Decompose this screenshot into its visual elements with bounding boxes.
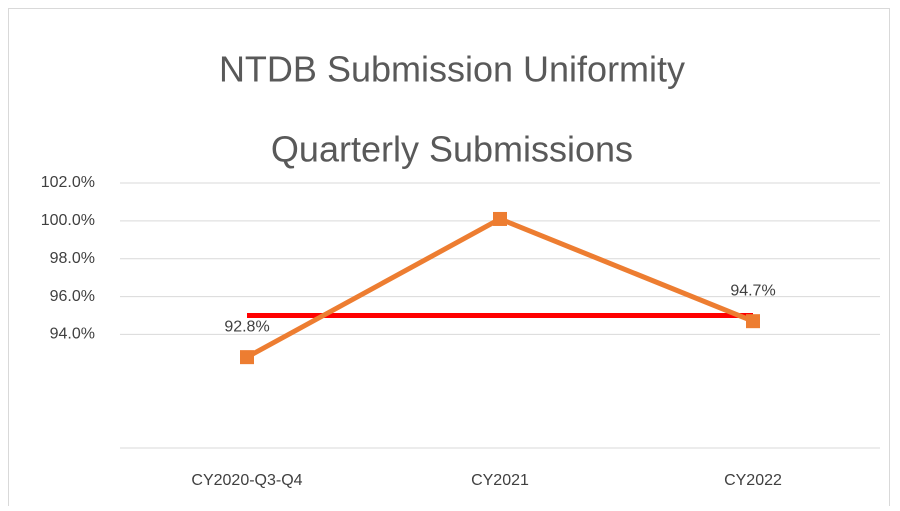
x-tick-label: CY2020-Q3-Q4 <box>191 472 302 489</box>
y-tick-label: 98.0% <box>50 250 95 267</box>
x-tick-label: CY2022 <box>724 472 782 489</box>
marker <box>746 314 760 329</box>
y-tick-label: 100.0% <box>41 212 95 229</box>
x-tick-label: CY2021 <box>471 472 529 489</box>
y-tick-label: 96.0% <box>50 288 95 305</box>
marker <box>240 350 254 365</box>
data-label: 94.7% <box>730 282 775 299</box>
chart-title: NTDB Submission Uniformity <box>219 49 685 90</box>
data-label: 92.8% <box>224 318 269 335</box>
marker <box>493 211 507 226</box>
chart-frame <box>8 8 890 511</box>
chart-subtitle: Quarterly Submissions <box>271 129 633 170</box>
y-tick-label: 102.0% <box>41 174 95 191</box>
y-tick-label: 94.0% <box>50 326 95 343</box>
